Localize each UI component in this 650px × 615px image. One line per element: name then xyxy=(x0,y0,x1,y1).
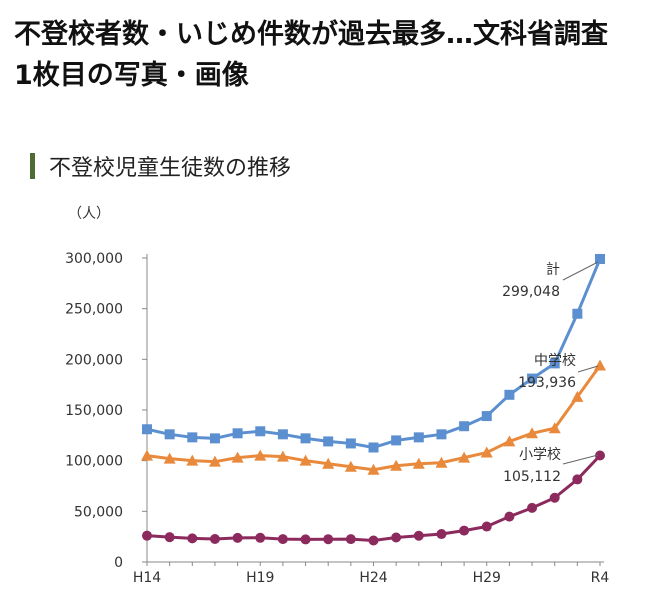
data-point xyxy=(436,529,447,540)
title-accent-bar xyxy=(30,153,35,179)
data-point xyxy=(209,533,220,544)
data-point xyxy=(549,358,560,369)
series-label-value: 299,048 xyxy=(502,284,560,300)
y-tick-label: 100,000 xyxy=(65,454,123,470)
data-point xyxy=(187,533,198,544)
data-point xyxy=(232,428,243,439)
data-point xyxy=(572,308,583,319)
data-point xyxy=(299,454,312,466)
x-tick-label: H19 xyxy=(246,570,274,586)
data-point xyxy=(164,532,175,543)
data-point xyxy=(208,455,221,467)
series-label-name: 中学校 xyxy=(534,352,576,369)
data-point xyxy=(527,373,538,384)
data-point xyxy=(571,390,584,402)
y-tick-label: 200,000 xyxy=(65,352,123,368)
series-label-name: 計 xyxy=(546,262,560,278)
data-point xyxy=(413,530,424,541)
y-tick-label: 250,000 xyxy=(65,302,123,318)
data-point xyxy=(435,456,448,468)
data-point xyxy=(481,411,492,422)
data-point xyxy=(413,432,424,443)
data-point xyxy=(504,511,515,522)
data-point xyxy=(595,450,605,461)
data-point xyxy=(368,442,379,453)
data-point xyxy=(436,429,447,440)
y-tick-label: 0 xyxy=(114,555,123,571)
series-label-leader xyxy=(577,365,599,373)
series-label-value: 105,112 xyxy=(503,469,561,485)
data-point xyxy=(391,435,402,446)
data-point xyxy=(142,530,152,541)
data-point xyxy=(142,424,152,435)
data-point xyxy=(345,534,356,545)
data-point xyxy=(368,535,379,546)
data-point xyxy=(277,534,288,545)
series-label-leader xyxy=(562,454,599,465)
data-point xyxy=(459,421,470,432)
data-point xyxy=(572,474,583,485)
data-point xyxy=(322,457,335,469)
series-label-leader xyxy=(562,261,599,281)
chart-title: 不登校児童生徒数の推移 xyxy=(49,156,292,181)
data-point xyxy=(412,457,425,469)
y-tick-label: 150,000 xyxy=(65,403,123,419)
data-point xyxy=(255,426,266,437)
data-point xyxy=(595,253,605,264)
data-point xyxy=(141,449,153,461)
data-point xyxy=(344,460,357,472)
y-axis-unit-label: （人） xyxy=(68,206,110,222)
data-point xyxy=(164,429,175,440)
x-tick-label: H14 xyxy=(133,570,161,586)
data-point xyxy=(187,432,198,443)
data-point xyxy=(459,525,470,536)
series-label-value: 193,936 xyxy=(518,375,576,391)
data-point xyxy=(367,463,380,475)
y-tick-label: 50,000 xyxy=(74,504,123,520)
data-point xyxy=(527,502,538,513)
data-point xyxy=(163,452,176,464)
data-point xyxy=(276,450,289,462)
data-point xyxy=(323,436,334,447)
data-point xyxy=(209,433,220,444)
data-point xyxy=(549,492,560,503)
y-tick-label: 300,000 xyxy=(65,251,123,267)
data-point xyxy=(300,433,311,444)
data-point xyxy=(323,534,334,545)
data-point xyxy=(390,459,403,471)
x-tick-label: R4 xyxy=(591,570,610,586)
series-label-name: 小学校 xyxy=(519,446,561,463)
data-point xyxy=(548,422,561,434)
data-point xyxy=(345,438,356,449)
page-headline: 不登校者数・いじめ件数が過去最多…文科省調査 1枚目の写真・画像 xyxy=(14,19,608,91)
data-point xyxy=(526,427,539,439)
data-point xyxy=(594,359,606,371)
data-point xyxy=(481,521,492,532)
data-point xyxy=(480,446,493,458)
data-point xyxy=(254,449,267,461)
data-point xyxy=(232,532,243,543)
data-point xyxy=(255,532,266,543)
chart-title-block: 不登校児童生徒数の推移 xyxy=(30,150,291,182)
data-point xyxy=(458,451,471,463)
data-point xyxy=(186,454,199,466)
data-point xyxy=(504,389,515,400)
x-tick-label: H24 xyxy=(359,570,387,586)
data-point xyxy=(277,429,288,440)
x-tick-label: H29 xyxy=(473,570,501,586)
data-point xyxy=(503,435,516,447)
data-point xyxy=(300,534,311,545)
data-point xyxy=(231,451,244,463)
data-point xyxy=(391,532,402,543)
